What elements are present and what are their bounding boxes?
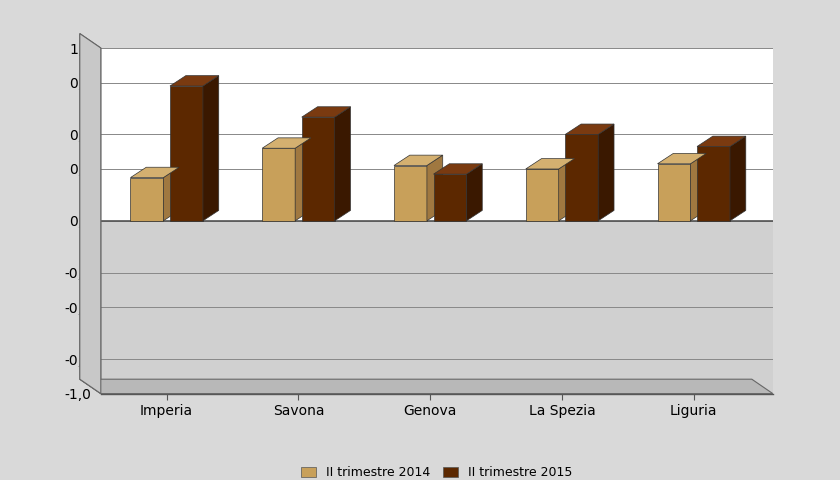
Polygon shape	[334, 107, 350, 221]
Polygon shape	[130, 167, 179, 178]
Polygon shape	[427, 155, 443, 221]
Bar	[658, 164, 690, 221]
Polygon shape	[730, 136, 746, 221]
Bar	[394, 166, 427, 221]
Polygon shape	[697, 136, 746, 146]
Bar	[433, 174, 466, 221]
Polygon shape	[394, 155, 443, 166]
Polygon shape	[526, 158, 575, 169]
Polygon shape	[559, 158, 575, 221]
Polygon shape	[466, 164, 482, 221]
Polygon shape	[262, 138, 311, 148]
Bar	[262, 148, 295, 221]
Polygon shape	[598, 124, 614, 221]
Polygon shape	[170, 76, 218, 86]
Bar	[302, 117, 334, 221]
Bar	[130, 178, 164, 221]
Bar	[101, 221, 773, 394]
Polygon shape	[565, 124, 614, 134]
Bar	[697, 146, 730, 221]
Polygon shape	[658, 154, 706, 164]
Polygon shape	[164, 167, 179, 221]
Polygon shape	[433, 164, 482, 174]
Polygon shape	[203, 76, 218, 221]
Bar	[170, 86, 203, 221]
Legend: II trimestre 2014, II trimestre 2015: II trimestre 2014, II trimestre 2015	[297, 461, 577, 480]
Polygon shape	[295, 138, 311, 221]
Polygon shape	[302, 107, 350, 117]
Bar	[565, 134, 598, 221]
Bar	[526, 169, 559, 221]
Polygon shape	[690, 154, 706, 221]
